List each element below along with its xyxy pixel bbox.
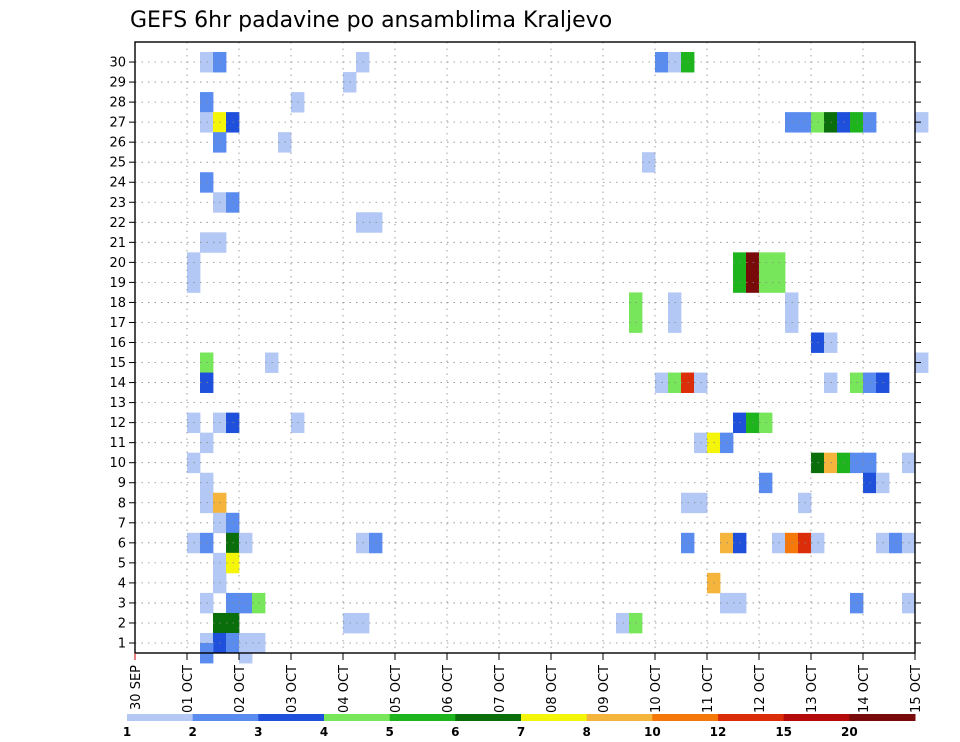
legend-label: 2 [188,725,196,739]
legend-color-box [849,714,916,721]
legend-label: 5 [385,725,393,739]
legend-label: 20 [841,725,858,739]
axes [129,41,921,660]
y-tick-label: 19 [109,276,126,291]
x-tick-label: 30 SEP [129,665,144,710]
x-tick-label: 15 OCT [909,665,924,713]
y-tick-label: 8 [118,496,126,511]
x-tick-label: 03 OCT [285,665,300,713]
y-tick-label: 18 [109,296,126,311]
x-tick-label: 11 OCT [701,665,716,713]
legend-label: 15 [775,725,792,739]
y-tick-label: 23 [109,196,126,211]
legend-label: 6 [451,725,459,739]
legend-color-box [127,714,194,721]
legend-label: 3 [254,725,262,739]
x-tick-label: 01 OCT [181,665,196,713]
heatmap-cell [915,352,929,373]
legend-color-box [258,714,325,721]
x-tick-labels: 30 SEP 01 OCT 02 OCT 03 OCT 04 OCT 05 OCT 06 O… [129,665,924,713]
y-tick-label: 21 [109,236,126,251]
y-tick-label: 13 [109,396,126,411]
legend-color-box [652,714,719,721]
y-tick-label: 14 [109,376,126,391]
legend-color-box [718,714,785,721]
legend-color-box [455,714,522,721]
y-tick-label: 5 [118,556,126,571]
legend-label: 1 [123,725,131,739]
color-legend: 1 2 3 4 5 6 7 8 10 12 15 20 [123,714,916,739]
y-tick-label: 29 [109,76,126,91]
y-tick-label: 25 [109,156,126,171]
legend-color-box [783,714,850,721]
y-tick-label: 11 [109,436,126,451]
legend-label: 4 [320,725,328,739]
y-tick-label: 26 [109,136,126,151]
y-tick-label: 20 [109,256,126,271]
legend-color-box [586,714,653,721]
legend-label: 12 [710,725,727,739]
y-tick-label: 2 [118,616,126,631]
legend-label: 8 [582,725,590,739]
x-tick-label: 07 OCT [493,665,508,713]
legend-color-box [324,714,391,721]
chart-title: GEFS 6hr padavine po ansamblima Kraljevo [130,8,612,33]
grid-lines [135,42,915,653]
x-tick-label: 09 OCT [597,665,612,713]
y-tick-label: 1 [118,637,126,652]
heatmap-cell [915,112,929,133]
y-tick-label: 16 [109,336,126,351]
x-tick-label: 08 OCT [545,665,560,713]
x-tick-label: 14 OCT [857,665,872,713]
x-tick-label: 10 OCT [649,665,664,713]
heatmap-cells [187,52,929,664]
y-tick-label: 12 [109,416,126,431]
y-tick-label: 4 [118,576,126,591]
y-tick-label: 22 [109,216,126,231]
x-tick-label: 13 OCT [805,665,820,713]
legend-color-box [192,714,259,721]
y-tick-labels: 1234567891011121314151617181920212223242… [109,56,126,652]
y-tick-label: 27 [109,116,126,131]
x-tick-label: 05 OCT [389,665,404,713]
legend-color-box [389,714,456,721]
legend-label: 10 [644,725,661,739]
y-tick-label: 9 [118,476,126,491]
x-tick-label: 06 OCT [441,665,456,713]
y-tick-label: 17 [109,316,126,331]
y-tick-label: 24 [109,176,126,191]
y-tick-label: 3 [118,596,126,611]
legend-label: 7 [517,725,525,739]
plot-frame [134,41,916,654]
y-tick-label: 15 [109,356,126,371]
y-tick-label: 6 [118,536,126,551]
y-tick-label: 10 [109,456,126,471]
x-tick-label: 04 OCT [337,665,352,713]
legend-color-box [521,714,588,721]
y-tick-label: 28 [109,96,126,111]
y-tick-label: 30 [109,56,126,71]
y-tick-label: 7 [118,516,126,531]
x-tick-label: 02 OCT [233,665,248,713]
x-tick-label: 12 OCT [753,665,768,713]
